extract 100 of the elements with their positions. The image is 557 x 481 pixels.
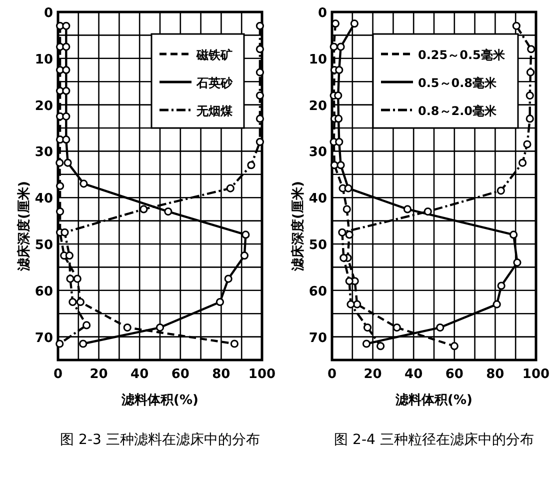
point [242,230,250,239]
point [523,140,532,148]
legend-label: 0.25～0.5毫米 [418,48,506,62]
x-tick-label: 0 [53,367,63,382]
point [140,205,148,214]
y-tick-label: 10 [34,52,53,68]
point [376,342,385,350]
point [510,230,518,239]
point [330,42,338,51]
point [334,91,342,100]
point [256,91,264,100]
point [336,42,345,51]
legend-label: 无烟煤 [196,104,234,118]
point [76,298,84,306]
y-tick-label: 30 [34,145,53,160]
point [66,274,74,283]
point [56,158,64,167]
point [334,114,343,123]
point [256,45,264,54]
point [216,298,224,306]
legend-label: 磁铁矿 [196,48,232,62]
point [62,42,70,51]
point [240,252,249,260]
y-tick-label: 20 [34,98,53,114]
y-tick-label: 60 [308,284,327,300]
point [68,298,77,306]
x-tick-label: 20 [90,367,108,382]
x-tick-label: 40 [404,367,423,382]
x-tick-label: 80 [212,367,230,382]
point [336,161,345,170]
point [224,274,232,283]
point [403,205,412,214]
point [335,66,344,74]
point [62,136,70,144]
point [65,252,74,260]
point [247,161,256,170]
x-tick-label: 80 [486,367,504,382]
text: 图 2-4 三种粒径在滤床中的分布 [334,432,534,448]
point [496,186,505,195]
legend-label: 0.5～0.8毫米 [418,76,498,90]
point [56,182,64,190]
point [256,114,264,123]
y-tick-label: 40 [308,192,327,207]
point [436,323,444,332]
y-tick-label: 50 [34,238,53,253]
point [64,158,72,167]
x-tick-label: 60 [445,367,464,382]
point [56,207,64,216]
point [392,323,401,332]
point [492,300,501,308]
text: 图 2-3 三种滤料在滤床中的分布 [60,432,260,448]
y-tick-label: 60 [34,284,53,300]
point [226,184,234,192]
point [526,68,535,76]
point [56,66,64,74]
point [526,91,534,100]
point [512,22,520,30]
point [340,254,348,262]
y-tick-label: 10 [308,52,327,68]
y-tick-label: 50 [308,238,327,253]
point [450,342,458,350]
point [73,274,82,283]
x-tick-label: 100 [248,367,276,382]
point [156,323,164,332]
point [513,258,522,267]
point [123,323,132,332]
point [363,323,372,332]
point [335,138,344,146]
point [424,207,432,216]
point [256,68,264,76]
x-tick-label: 100 [522,367,550,382]
point [60,228,69,236]
point [79,340,88,348]
point [56,340,64,348]
x-axis-title: 滤料体积(%) [120,393,198,408]
y-tick-label: 0 [44,6,53,21]
point [345,230,354,239]
point [527,45,536,54]
point [62,112,70,120]
point [518,158,527,167]
point [344,184,352,192]
y-axis-title: 滤床深度(厘米) [16,181,32,272]
point [62,86,70,95]
y-tick-label: 70 [308,330,327,346]
point [62,22,70,30]
point [230,340,239,348]
point [256,22,264,30]
y-axis-title: 滤床深度(厘米) [290,181,306,272]
point [338,228,346,236]
x-axis-title: 滤料体积(%) [394,393,472,408]
point [345,277,354,286]
point [342,205,351,214]
x-tick-label: 40 [130,367,149,382]
point [526,114,534,123]
point [350,20,358,28]
y-tick-label: 0 [318,6,327,21]
legend-label: 石英砂 [196,76,234,90]
point [80,180,88,188]
y-tick-label: 30 [308,145,327,160]
point [362,340,371,348]
